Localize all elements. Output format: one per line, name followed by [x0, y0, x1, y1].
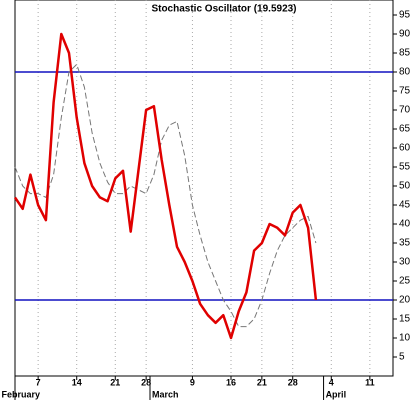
y-tick-label: 95 — [399, 10, 411, 21]
y-tick-label: 50 — [399, 181, 411, 192]
x-tick-label: 21 — [110, 377, 120, 387]
y-tick-label: 20 — [399, 295, 411, 306]
y-tick-label: 10 — [399, 333, 411, 344]
x-tick-label: 7 — [36, 377, 41, 387]
month-label: April — [326, 389, 347, 399]
plot-frame — [14, 0, 394, 377]
series-line — [13, 32, 318, 340]
month-label: February — [1, 389, 40, 399]
x-tick-label: 28 — [288, 377, 298, 387]
x-tick-label: 28 — [141, 377, 151, 387]
y-tick-label: 75 — [399, 86, 411, 97]
y-tick-label: 70 — [399, 105, 411, 116]
x-tick-label: 9 — [190, 377, 195, 387]
x-tick-label: 11 — [365, 377, 375, 387]
y-tick-label: 30 — [399, 257, 411, 268]
y-tick-label: 60 — [399, 143, 411, 154]
y-tick-label: 45 — [399, 200, 411, 211]
y-tick-label: 90 — [399, 29, 411, 40]
y-tick-label: 80 — [399, 67, 411, 78]
y-tick-label: 40 — [399, 219, 411, 230]
x-tick-label: 21 — [257, 377, 267, 387]
x-tick-label: 4 — [329, 377, 334, 387]
y-tick-label: 5 — [399, 352, 405, 363]
month-label: March — [152, 389, 179, 399]
y-tick-label: 15 — [399, 314, 411, 325]
y-tick-label: 85 — [399, 48, 411, 59]
y-tick-label: 65 — [399, 124, 411, 135]
x-tick-label: 16 — [226, 377, 236, 387]
y-tick-label: 55 — [399, 162, 411, 173]
y-tick-label: 25 — [399, 276, 411, 287]
x-tick-label: 14 — [72, 377, 82, 387]
y-tick-label: 35 — [399, 238, 411, 249]
chart-title: Stochastic Oscillator (19.5923) — [151, 4, 296, 15]
